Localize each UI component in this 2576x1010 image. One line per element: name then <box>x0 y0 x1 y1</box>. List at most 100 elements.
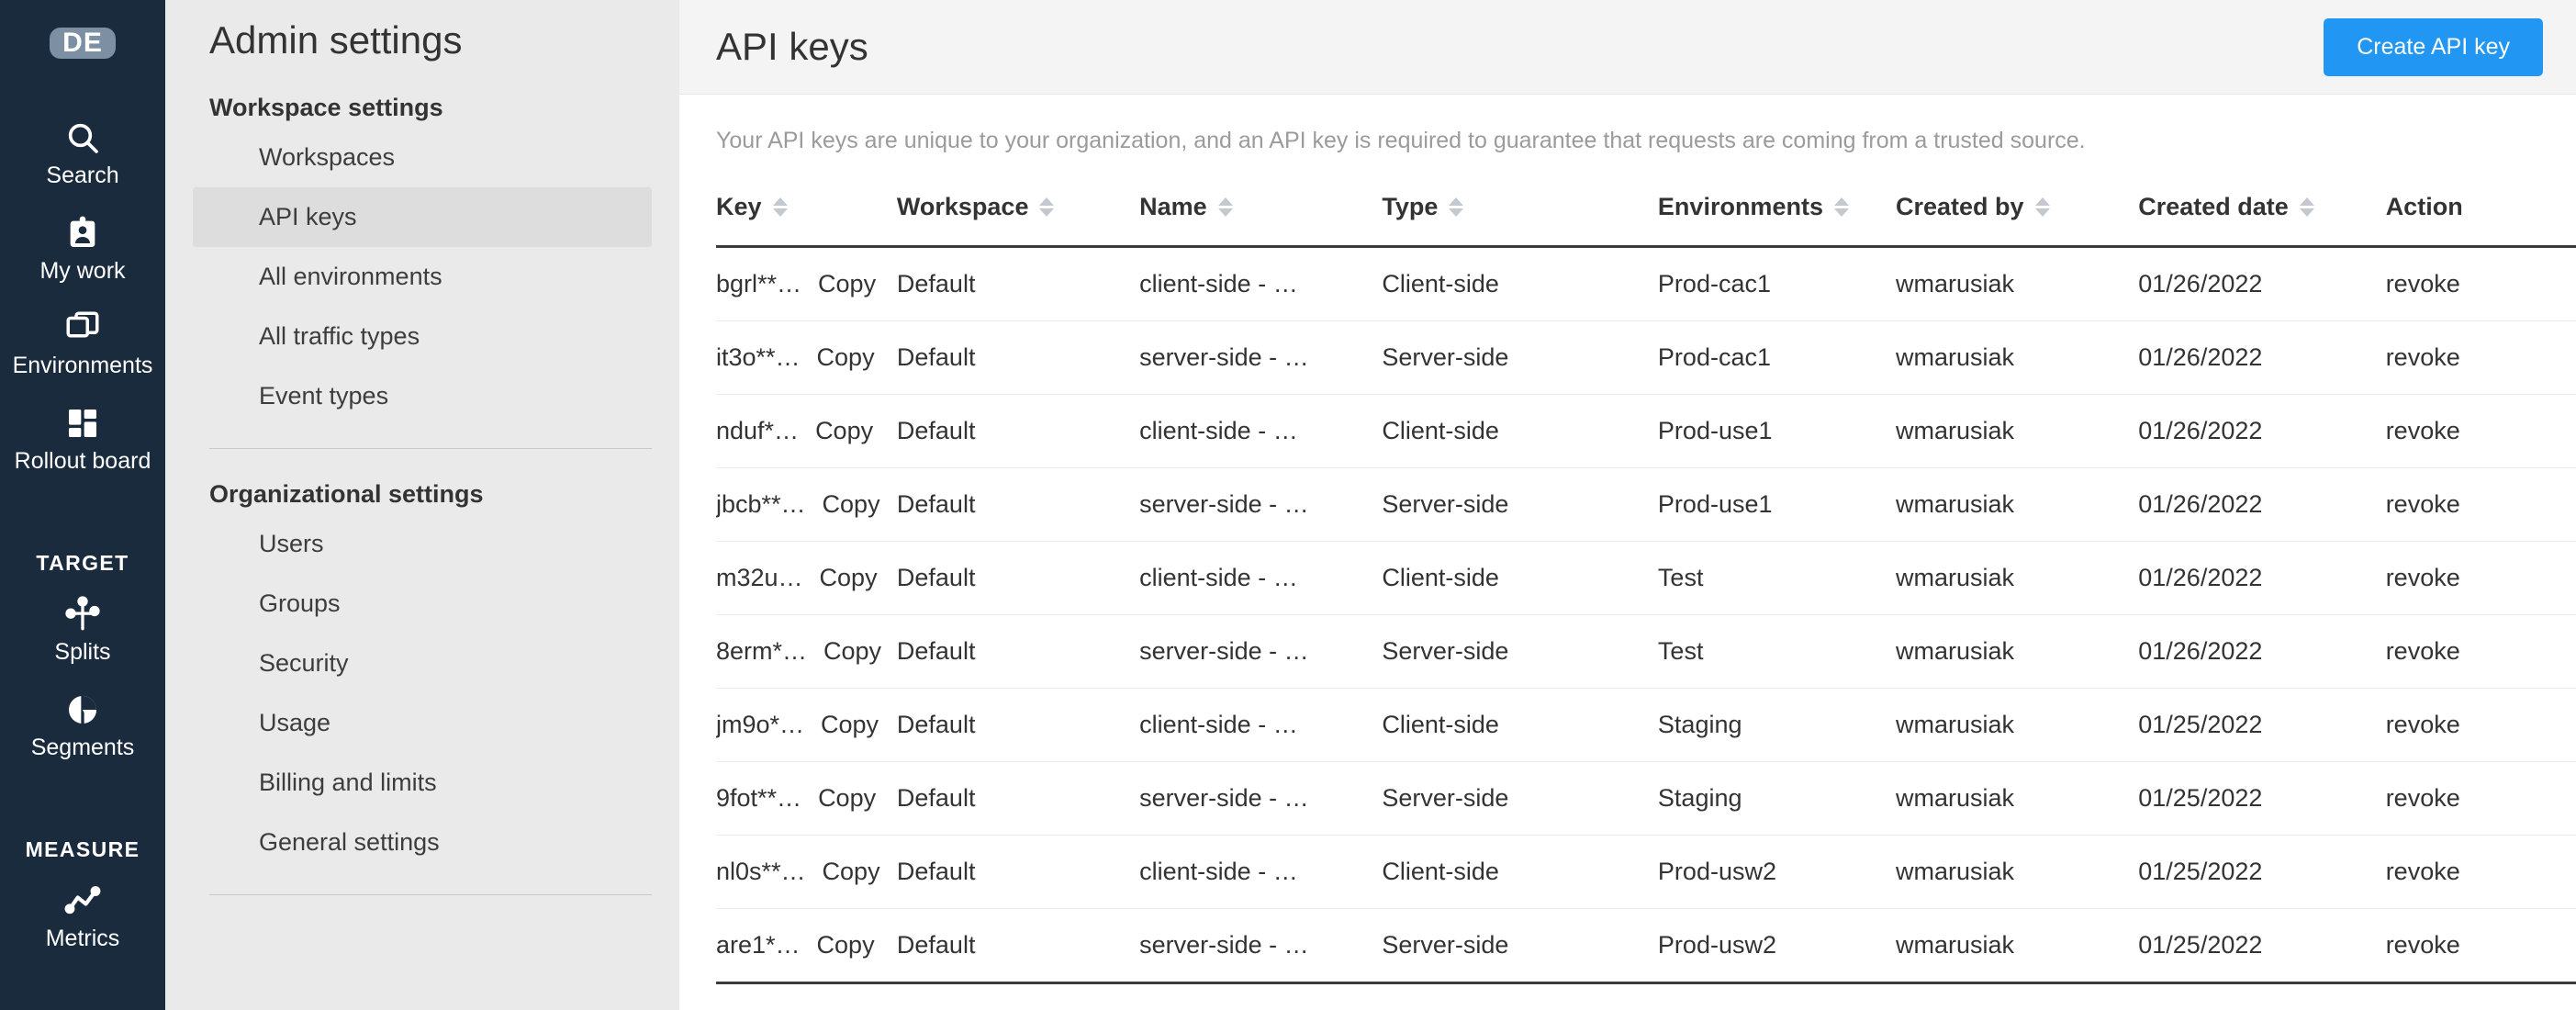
column-header-name[interactable]: Name <box>1139 154 1383 248</box>
cell-environments: Staging <box>1657 688 1896 762</box>
revoke-link[interactable]: revoke <box>2385 270 2460 297</box>
search-icon <box>64 118 101 158</box>
global-nav-rail: DE Search My work <box>0 0 165 1010</box>
copy-key-button[interactable]: Copy <box>815 417 874 444</box>
cell-environments: Test <box>1657 614 1896 689</box>
api-key-masked: are1*… <box>716 931 801 959</box>
column-header-key[interactable]: Key <box>716 154 897 248</box>
cell-created-date: 01/26/2022 <box>2138 614 2386 689</box>
column-label: Key <box>716 193 762 220</box>
rail-item-segments[interactable]: Segments <box>0 680 165 776</box>
sort-icon[interactable] <box>2034 197 2050 217</box>
sidebar-item-billing-and-limits[interactable]: Billing and limits <box>259 769 437 796</box>
admin-settings-sidebar: Admin settings Workspace settings Worksp… <box>165 0 679 1010</box>
sidebar-item-workspaces[interactable]: Workspaces <box>259 143 396 171</box>
cell-created-date: 01/26/2022 <box>2138 320 2386 395</box>
sort-icon[interactable] <box>2299 197 2314 217</box>
cell-created-by: wmarusiak <box>1896 541 2139 615</box>
sidebar-item-all-traffic-types[interactable]: All traffic types <box>259 322 420 350</box>
revoke-link[interactable]: revoke <box>2385 417 2460 444</box>
cell-key: bgrl**… Copy <box>716 246 897 321</box>
column-label: Created by <box>1896 193 2024 220</box>
table-row: nduf*… Copy Default client-side - … Client-s… <box>716 394 2576 468</box>
create-api-key-button[interactable]: Create API key <box>2324 17 2543 76</box>
sort-icon[interactable] <box>1449 197 1464 217</box>
api-key-masked: jbcb**… <box>716 490 806 518</box>
revoke-link[interactable]: revoke <box>2385 564 2460 591</box>
cell-name: server-side - … <box>1139 467 1383 542</box>
sidebar-item-general-settings[interactable]: General settings <box>259 828 440 856</box>
sort-icon[interactable] <box>1039 197 1055 217</box>
table-row: jm9o*… Copy Default client-side - … Client-s… <box>716 688 2576 762</box>
revoke-link[interactable]: revoke <box>2385 343 2460 371</box>
revoke-link[interactable]: revoke <box>2385 858 2460 885</box>
column-header-workspace[interactable]: Workspace <box>896 154 1140 248</box>
cell-key: it3o**… Copy <box>716 320 897 395</box>
revoke-link[interactable]: revoke <box>2385 931 2460 959</box>
avatar[interactable]: DE <box>50 28 116 59</box>
cell-created-by: wmarusiak <box>1896 761 2139 836</box>
cell-type: Server-side <box>1382 320 1658 395</box>
cell-created-by: wmarusiak <box>1896 908 2139 984</box>
cell-action: revoke <box>2385 761 2576 836</box>
column-label: Action <box>2385 193 2463 220</box>
column-header-created-date[interactable]: Created date <box>2138 154 2386 248</box>
copy-key-button[interactable]: Copy <box>816 931 875 959</box>
rail-item-label: Splits <box>54 639 111 665</box>
sidebar-item-usage[interactable]: Usage <box>259 709 331 736</box>
column-header-created-by[interactable]: Created by <box>1896 154 2139 248</box>
cell-key: are1*… Copy <box>716 908 897 984</box>
copy-key-button[interactable]: Copy <box>821 711 879 738</box>
copy-key-button[interactable]: Copy <box>816 343 875 371</box>
cell-environments: Prod-usw2 <box>1657 835 1896 909</box>
revoke-link[interactable]: revoke <box>2385 784 2460 812</box>
sort-icon[interactable] <box>1833 197 1849 217</box>
rail-item-environments[interactable]: Environments <box>0 298 165 394</box>
copy-key-button[interactable]: Copy <box>818 270 877 297</box>
copy-key-button[interactable]: Copy <box>819 564 878 591</box>
sort-icon[interactable] <box>1217 197 1233 217</box>
cell-action: revoke <box>2385 541 2576 615</box>
cell-name: server-side - … <box>1139 320 1383 395</box>
cell-name: client-side - … <box>1139 688 1383 762</box>
nav-group-title-organizational: Organizational settings <box>209 480 484 508</box>
sort-icon[interactable] <box>772 197 788 217</box>
cell-environments: Test <box>1657 541 1896 615</box>
cell-created-date: 01/26/2022 <box>2138 541 2386 615</box>
column-header-type[interactable]: Type <box>1382 154 1658 248</box>
rail-item-metrics[interactable]: Metrics <box>0 871 165 967</box>
cell-created-by: wmarusiak <box>1896 614 2139 689</box>
sidebar-item-users[interactable]: Users <box>259 530 324 557</box>
cell-name: server-side - … <box>1139 761 1383 836</box>
rail-item-rollout-board[interactable]: Rollout board <box>0 394 165 489</box>
copy-key-button[interactable]: Copy <box>818 784 877 812</box>
sidebar-item-all-environments[interactable]: All environments <box>259 263 442 290</box>
cell-created-by: wmarusiak <box>1896 835 2139 909</box>
rail-item-label: Environments <box>12 353 153 378</box>
cell-created-date: 01/26/2022 <box>2138 394 2386 468</box>
sidebar-item-event-types[interactable]: Event types <box>259 382 389 410</box>
sidebar-item-api-keys[interactable]: API keys <box>193 187 652 247</box>
sidebar-item-security[interactable]: Security <box>259 649 349 677</box>
revoke-link[interactable]: revoke <box>2385 711 2460 738</box>
rail-item-my-work[interactable]: My work <box>0 204 165 299</box>
cell-name: server-side - … <box>1139 908 1383 984</box>
copy-key-button[interactable]: Copy <box>822 490 880 518</box>
rail-item-splits[interactable]: Splits <box>0 585 165 680</box>
column-header-environments[interactable]: Environments <box>1657 154 1896 248</box>
cell-action: revoke <box>2385 908 2576 984</box>
rail-item-search[interactable]: Search <box>0 108 165 204</box>
sidebar-item-groups[interactable]: Groups <box>259 589 341 617</box>
revoke-link[interactable]: revoke <box>2385 490 2460 518</box>
table-row: are1*… Copy Default server-side - … Server-s… <box>716 908 2576 984</box>
cell-name: client-side - … <box>1139 835 1383 909</box>
cell-key: nduf*… Copy <box>716 394 897 468</box>
page-title: API keys <box>716 25 868 68</box>
api-key-masked: bgrl**… <box>716 270 802 297</box>
revoke-link[interactable]: revoke <box>2385 637 2460 665</box>
cell-action: revoke <box>2385 320 2576 395</box>
table-header-row: Key Workspace Name Type Environments Cre… <box>716 154 2576 248</box>
copy-key-button[interactable]: Copy <box>823 637 882 665</box>
cell-action: revoke <box>2385 688 2576 762</box>
copy-key-button[interactable]: Copy <box>822 858 880 885</box>
